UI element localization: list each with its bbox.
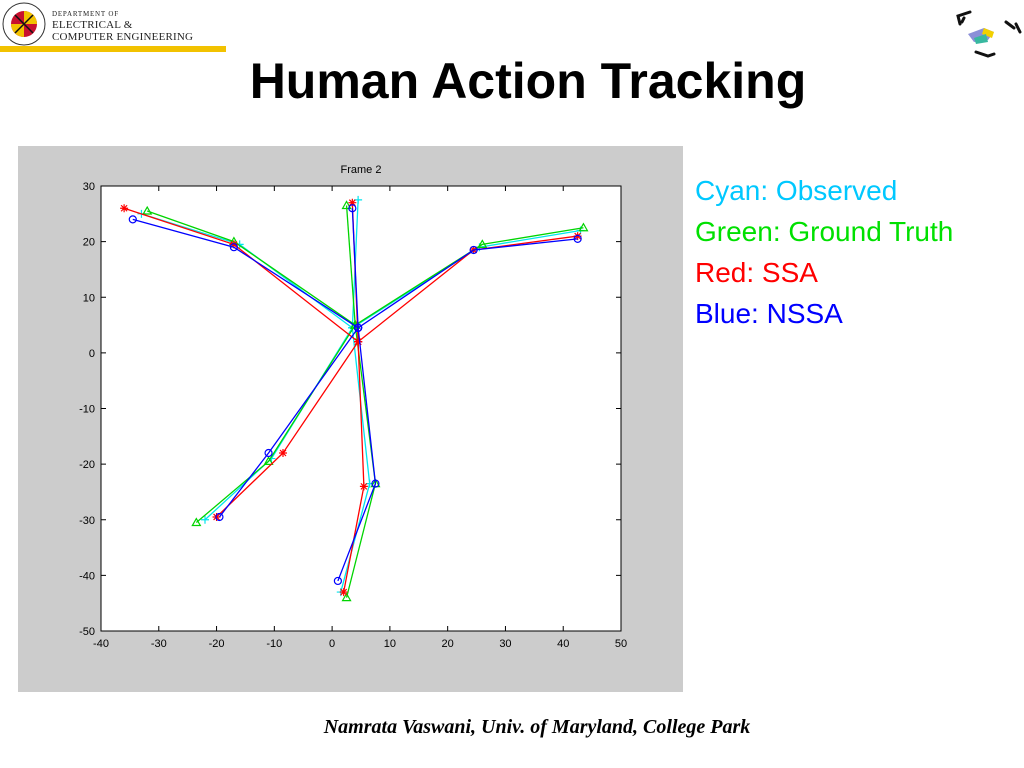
- skeleton-limb: [345, 205, 356, 326]
- series-circle: [128, 204, 582, 586]
- legend: Cyan: Observed Green: Ground Truth Red: …: [695, 170, 953, 334]
- x-tick-label: 50: [615, 638, 627, 650]
- marker-star: [573, 232, 582, 241]
- marker-triangle: [191, 517, 202, 527]
- skeleton-limb: [132, 218, 359, 329]
- y-tick-label: 0: [89, 348, 95, 360]
- marker-circle: [354, 323, 363, 332]
- marker-star: [120, 204, 129, 213]
- department-line2: ELECTRICAL &: [52, 19, 133, 31]
- marker-star: [354, 337, 363, 346]
- legend-item-ssa: Red: SSA: [695, 257, 818, 288]
- x-tick-label: -30: [151, 638, 167, 650]
- marker-star: [348, 198, 357, 207]
- skeleton-limb: [337, 327, 377, 582]
- skeleton-limb: [354, 227, 584, 326]
- marker-star: [339, 588, 348, 597]
- x-tick-label: 0: [329, 638, 335, 650]
- plot-title: Frame 2: [341, 164, 382, 176]
- skeleton-limb: [218, 327, 359, 518]
- marker-triangle: [341, 200, 352, 210]
- marker-triangle: [578, 222, 589, 232]
- x-tick-label: 20: [442, 638, 454, 650]
- legend-item-observed: Cyan: Observed: [695, 175, 898, 206]
- skeleton-plot: Frame 2 -40 -30 -20 -10 0 10 20 30 40 50 30 20 10 0 -1…: [79, 164, 627, 650]
- marker-star: [279, 449, 287, 457]
- x-tick-label: -40: [93, 638, 109, 650]
- x-tick-label: 40: [557, 638, 569, 650]
- marker-star: [212, 512, 221, 521]
- marker-plus: [201, 515, 209, 524]
- department-line1: DEPARTMENT OF: [52, 10, 119, 18]
- y-tick-label: 20: [83, 237, 95, 249]
- y-tick-label: 10: [83, 292, 95, 304]
- marker-circle: [371, 479, 380, 488]
- marker-star: [229, 240, 238, 249]
- marker-circle: [229, 243, 238, 252]
- x-tick-label: -10: [266, 638, 282, 650]
- x-tick-label: -20: [209, 638, 225, 650]
- marker-circle: [573, 234, 582, 243]
- legend-item-ground-truth: Green: Ground Truth: [695, 216, 954, 247]
- skeleton-limb: [357, 238, 578, 329]
- marker-circle: [128, 215, 137, 224]
- slide-title: Human Action Tracking: [249, 53, 807, 109]
- marker-triangle: [477, 239, 488, 249]
- legend-item-nssa: Blue: NSSA: [695, 298, 843, 329]
- y-tick-label: -10: [79, 404, 95, 416]
- skeleton-limb: [351, 208, 359, 328]
- marker-triangle: [263, 456, 274, 465]
- department-logo-banner: [0, 0, 226, 52]
- skeleton-limb: [195, 324, 356, 524]
- department-line3: COMPUTER ENGINEERING: [52, 31, 194, 43]
- marker-circle: [348, 204, 357, 213]
- matlab-figure: Frame 2 -40 -30 -20 -10 0 10 20 30 40 50 30 20 10 0 -1…: [18, 146, 683, 692]
- marker-circle: [215, 512, 224, 522]
- marker-triangle: [142, 205, 153, 215]
- marker-star: [359, 482, 368, 491]
- footer-credit: Namrata Vaswani, Univ. of Maryland, Coll…: [323, 716, 751, 738]
- x-tick-label: 10: [384, 638, 396, 650]
- y-tick-label: -20: [79, 459, 95, 471]
- y-tick-label: 30: [83, 181, 95, 193]
- y-tick-label: -40: [79, 570, 95, 582]
- bracket-logo-icon: [954, 8, 1024, 64]
- department-logo: DEPARTMENT OF ELECTRICAL & COMPUTER ENGI…: [0, 0, 226, 52]
- marker-circle: [264, 448, 273, 458]
- marker-circle: [333, 576, 342, 586]
- x-tick-label: 30: [499, 638, 511, 650]
- marker-triangle: [341, 592, 352, 602]
- marker-circle: [469, 245, 478, 255]
- y-tick-label: -50: [79, 626, 95, 638]
- y-tick-label: -30: [79, 515, 95, 527]
- department-logo-text: DEPARTMENT OF ELECTRICAL & COMPUTER ENGI…: [52, 9, 193, 43]
